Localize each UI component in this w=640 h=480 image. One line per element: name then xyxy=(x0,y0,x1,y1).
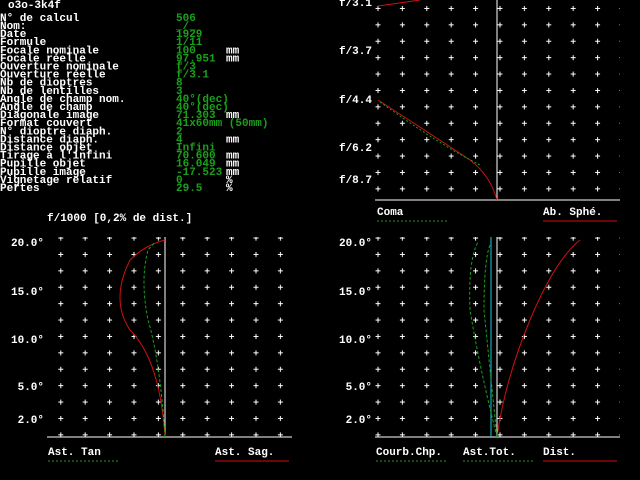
param-label: Angle de champ xyxy=(0,102,93,114)
param-label: Pupille image xyxy=(0,167,86,179)
param-value: Infini xyxy=(176,143,216,155)
axis-label: 20.0° xyxy=(339,238,372,250)
param-label: Focale nominale xyxy=(0,45,99,57)
param-value: 0 xyxy=(176,175,183,187)
axis-label: 20.0° xyxy=(11,238,44,250)
axis-label: 15.0° xyxy=(11,287,44,299)
plot-frame xyxy=(375,0,620,201)
param-unit: mm xyxy=(226,45,240,57)
param-value: 1/11 xyxy=(176,37,203,49)
axis-label: f/4.4 xyxy=(339,95,372,107)
param-value: 40°(dec) xyxy=(176,102,229,114)
param-unit: mm xyxy=(226,151,240,163)
param-value: 1929 xyxy=(176,29,202,41)
axis-label: 10.0° xyxy=(339,335,372,347)
axis-label: f/3.7 xyxy=(339,46,372,58)
param-label: Nb de lentilles xyxy=(0,86,99,98)
param-value: f/3 xyxy=(176,62,196,74)
param-label: Ouverture réelle xyxy=(0,70,106,82)
param-label: Distance diaph. xyxy=(0,134,99,146)
legend-label: Coma xyxy=(377,207,404,219)
legend-label: Ast. Sag. xyxy=(215,447,274,459)
axis-label: 5.0° xyxy=(18,382,44,394)
axis-label: 5.0° xyxy=(346,382,372,394)
param-label: Pertes xyxy=(0,183,40,195)
param-label: Formule xyxy=(0,37,47,49)
param-label: Date xyxy=(0,29,27,41)
axis-label: 2.0° xyxy=(18,415,44,427)
legend-label: Ast. Tan xyxy=(48,447,101,459)
legend-label: Dist. xyxy=(543,447,576,459)
axis-label: f/3.1 xyxy=(339,0,372,10)
window-title: o3o-3k4f xyxy=(8,0,61,12)
plot-frame xyxy=(47,237,292,438)
param-label: Nb de dioptres xyxy=(0,78,92,90)
plot-caption: f/1000 [0,2% de dist.] xyxy=(47,213,192,225)
param-label: Format couvert xyxy=(0,118,92,130)
plot-frame xyxy=(375,237,620,438)
param-value: f/3.1 xyxy=(176,70,209,82)
param-unit: mm xyxy=(226,110,240,122)
param-value: 3 xyxy=(176,86,183,98)
param-label: Distance objet xyxy=(0,143,92,155)
param-unit: % xyxy=(226,183,233,195)
param-value: _/_ xyxy=(175,21,196,33)
axis-label: 15.0° xyxy=(339,287,372,299)
axis-label: 2.0° xyxy=(346,415,372,427)
param-unit: mm xyxy=(226,134,240,146)
param-value: 2 xyxy=(176,126,183,138)
param-value: 29.5 xyxy=(176,183,203,195)
param-label: Angle de champ nom. xyxy=(0,94,125,106)
param-unit: mm xyxy=(226,167,240,179)
param-label: Vignetage relatif xyxy=(0,175,113,187)
param-value: 40°(dec) xyxy=(176,94,229,106)
param-value: 70.600 xyxy=(176,151,216,163)
param-label: Focale réelle xyxy=(0,53,86,65)
param-value: 100 xyxy=(176,45,196,57)
param-label: Pupille objet xyxy=(0,159,86,171)
param-value: 97.951 xyxy=(176,53,216,65)
param-value: -17.523 xyxy=(176,167,223,179)
param-unit: mm xyxy=(226,53,240,65)
axis-label: f/6.2 xyxy=(339,143,372,155)
param-value: 41x60mm (50mm) xyxy=(176,118,268,130)
param-value: 506 xyxy=(176,13,196,25)
param-value: 4 xyxy=(176,134,183,146)
param-value: 8 xyxy=(176,78,183,90)
param-unit: % xyxy=(226,175,233,187)
param-label: Tirage à l'infini xyxy=(0,151,113,163)
param-label: Ouverture nominale xyxy=(0,62,119,74)
legend-label: Ast.Tot. xyxy=(463,447,516,459)
axis-label: f/8.7 xyxy=(339,175,372,187)
param-label: N° dioptre diaph. xyxy=(0,126,112,138)
param-label: Diagonale image xyxy=(0,110,99,122)
param-unit: mm xyxy=(226,159,240,171)
param-value: 71.303 xyxy=(176,110,216,122)
param-value: 16.049 xyxy=(176,159,216,171)
param-label: N° de calcul xyxy=(0,13,80,25)
legend-label: Ab. Sphé. xyxy=(543,207,602,219)
param-label: Nom: xyxy=(0,21,26,33)
axis-label: 10.0° xyxy=(11,335,44,347)
legend-label: Courb.Chp. xyxy=(376,447,442,459)
